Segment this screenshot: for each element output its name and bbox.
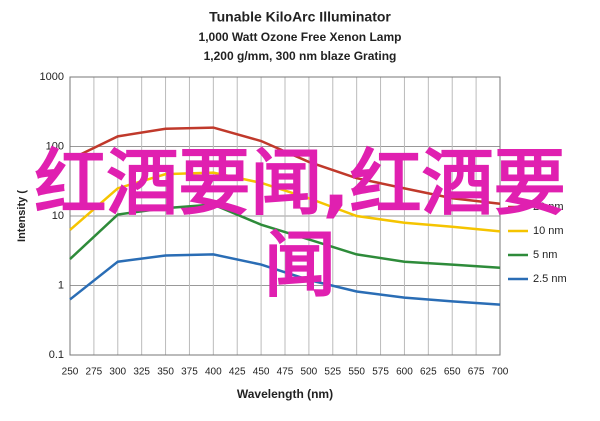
series-line bbox=[69, 126, 501, 206]
x-tick-label: 250 bbox=[62, 367, 79, 378]
legend-label: 20 nm bbox=[533, 201, 564, 213]
x-tick-label: 400 bbox=[205, 367, 222, 378]
y-axis-label: Intensity ( bbox=[16, 190, 28, 242]
y-tick-label: 10 bbox=[52, 210, 64, 222]
x-tick-label: 350 bbox=[157, 367, 174, 378]
x-tick-label: 625 bbox=[420, 367, 437, 378]
series-line bbox=[69, 171, 501, 233]
x-tick-label: 525 bbox=[324, 367, 341, 378]
x-tick-label: 675 bbox=[468, 367, 485, 378]
series-line bbox=[69, 253, 501, 306]
x-tick-label: 300 bbox=[109, 367, 126, 378]
legend-label: 2.5 nm bbox=[533, 273, 567, 285]
x-tick-label: 425 bbox=[229, 367, 246, 378]
x-tick-label: 275 bbox=[86, 367, 103, 378]
y-tick-label: 0.1 bbox=[49, 349, 64, 361]
x-tick-label: 325 bbox=[133, 367, 150, 378]
x-tick-label: 600 bbox=[396, 367, 413, 378]
x-tick-label: 700 bbox=[492, 367, 509, 378]
x-tick-label: 575 bbox=[372, 367, 389, 378]
legend-label: 10 nm bbox=[533, 225, 564, 237]
x-tick-label: 550 bbox=[348, 367, 365, 378]
y-tick-label: 1000 bbox=[40, 71, 64, 83]
x-tick-label: 650 bbox=[444, 367, 461, 378]
chart-title: Tunable KiloArc Illuminator bbox=[209, 9, 391, 25]
x-tick-label: 475 bbox=[277, 367, 294, 378]
overlay-text: 红酒要闻,红酒要闻 bbox=[34, 141, 566, 307]
chart-subtitle: 1,000 Watt Ozone Free Xenon Lamp bbox=[199, 30, 402, 44]
legend-label: 5 nm bbox=[533, 249, 557, 261]
chart-subtitle: 1,200 g/mm, 300 nm blaze Grating bbox=[204, 49, 397, 63]
x-tick-label: 450 bbox=[253, 367, 270, 378]
series-line bbox=[69, 203, 501, 270]
x-tick-label: 500 bbox=[301, 367, 318, 378]
plot-frame bbox=[69, 76, 501, 356]
x-axis-label: Wavelength (nm) bbox=[237, 387, 333, 401]
x-tick-label: 375 bbox=[181, 367, 198, 378]
y-tick-label: 1 bbox=[58, 279, 64, 291]
y-tick-label: 100 bbox=[46, 140, 64, 152]
